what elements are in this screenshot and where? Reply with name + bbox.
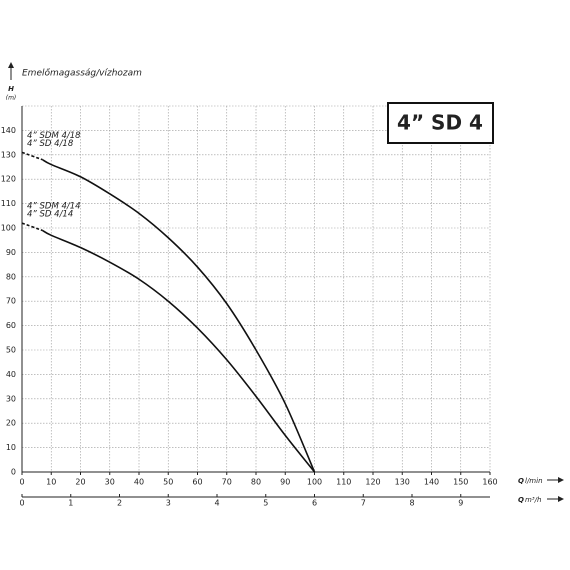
- y-tick-label: 90: [6, 248, 16, 257]
- curve: [42, 229, 316, 473]
- x2-tick-label: 6: [312, 499, 317, 508]
- chart-title: 4” SD 4: [397, 111, 483, 135]
- curve-dashed: [21, 222, 43, 232]
- y-tick-label: 10: [6, 443, 16, 452]
- curve-label: 4” SD 4/14: [27, 210, 73, 220]
- curve-label: 4” SDM 4/18: [27, 131, 81, 141]
- curve: [42, 158, 316, 473]
- y-tick-label: 20: [6, 419, 16, 428]
- y-tick-label: 130: [1, 150, 16, 159]
- x-tick-label: 150: [453, 478, 468, 487]
- x-tick-label: 50: [163, 478, 173, 487]
- x2-tick-label: 0: [19, 499, 24, 508]
- y-tick-label: 110: [1, 199, 16, 208]
- x-tick-label: 70: [222, 478, 232, 487]
- x-tick-label: 110: [336, 478, 351, 487]
- y-tick-label: 40: [6, 370, 16, 379]
- y-tick-label: 60: [6, 321, 16, 330]
- x-tick-label: 130: [395, 478, 410, 487]
- x-label: Q: [518, 477, 524, 485]
- y-tick-label: 100: [1, 224, 16, 233]
- y-arrow-head: [8, 62, 14, 68]
- x-tick-label: 160: [482, 478, 497, 487]
- y-tick-label: 30: [6, 394, 16, 403]
- x2-tick-label: 1: [68, 499, 73, 508]
- x2-unit: m³/h: [525, 496, 541, 504]
- x-tick-label: 80: [251, 478, 261, 487]
- curve-label: 4” SD 4/18: [27, 139, 74, 149]
- x2-arrow-head: [558, 496, 564, 502]
- x-tick-label: 60: [192, 478, 202, 487]
- y-caption: Emelőmagasság/vízhozam: [22, 69, 142, 79]
- x2-tick-label: 9: [458, 499, 463, 508]
- y-tick-label: 140: [1, 126, 16, 135]
- title-box: [387, 102, 494, 144]
- x-tick-label: 100: [307, 478, 322, 487]
- x2-tick-label: 8: [409, 499, 414, 508]
- x2-tick-label: 2: [117, 499, 122, 508]
- x-tick-label: 0: [19, 478, 24, 487]
- y-tick-label: 120: [1, 175, 16, 184]
- x-tick-label: 120: [365, 478, 380, 487]
- x-tick-label: 30: [105, 478, 115, 487]
- x2-tick-label: 5: [263, 499, 268, 508]
- y-label: H: [8, 85, 14, 93]
- y-tick-label: 80: [6, 272, 16, 281]
- x2-tick-label: 4: [214, 499, 219, 508]
- y-unit: (m): [6, 95, 17, 102]
- x-tick-label: 40: [134, 478, 144, 487]
- curve-dashed: [21, 151, 43, 161]
- y-tick-label: 70: [6, 297, 16, 306]
- curve-label: 4” SDM 4/14: [27, 202, 81, 212]
- x2-tick-label: 7: [361, 499, 366, 508]
- y-tick-label: 50: [6, 346, 16, 355]
- x-arrow-head: [558, 477, 564, 483]
- x-tick-label: 10: [46, 478, 56, 487]
- x-tick-label: 20: [75, 478, 85, 487]
- x2-tick-label: 3: [166, 499, 171, 508]
- x2-label: Q: [518, 496, 524, 504]
- x-tick-label: 140: [424, 478, 439, 487]
- y-tick-label: 0: [11, 468, 16, 477]
- x-unit: l/min: [525, 477, 543, 485]
- x-tick-label: 90: [280, 478, 290, 487]
